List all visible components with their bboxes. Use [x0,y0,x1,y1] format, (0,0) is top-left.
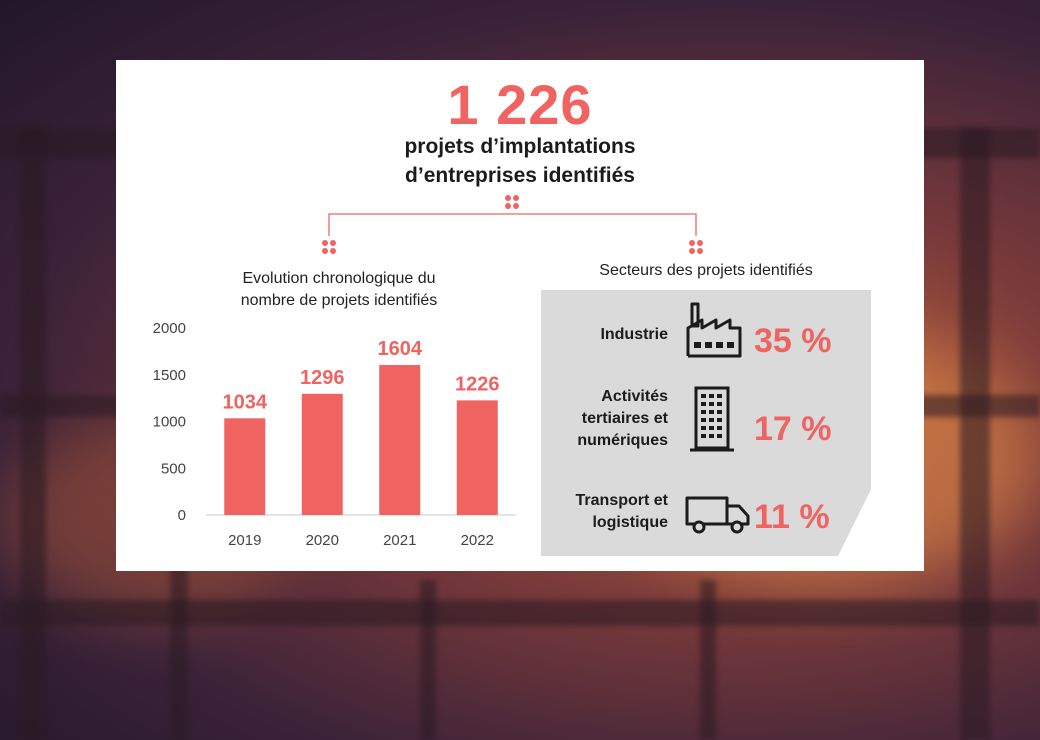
x-tick-label: 2020 [306,532,339,549]
sector-label-line: Activités [601,388,668,405]
x-tick-label: 2021 [383,532,416,549]
truck-icon [685,496,750,534]
sector-label-transport: Transport et logistique [538,490,668,534]
y-tick-label: 2000 [153,320,186,337]
chart-title-line-1: Evolution chronologique du [242,270,436,287]
sectors-panel [541,290,871,556]
sector-label-line: Industrie [600,326,668,343]
bar-data-label: 1296 [300,367,345,389]
sector-label-line: logistique [592,514,668,531]
y-tick-label: 0 [178,507,186,524]
y-tick-label: 1500 [153,367,186,384]
sector-label-tertiaire: Activités tertiaires et numériques [538,386,668,452]
office-building-icon [690,386,734,452]
bar [456,400,498,515]
factory-icon [686,302,742,358]
x-tick-label: 2022 [461,532,494,549]
flower-marker-icon [505,195,519,209]
chart-title: Evolution chronologique du nombre de pro… [204,268,474,312]
chart-title-line-2: nombre de projets identifiés [240,292,438,309]
bar-data-label: 1226 [455,373,500,395]
sector-label-line: tertiaires et [581,410,668,427]
bar-data-label: 1604 [378,338,423,360]
bar [224,418,266,515]
sector-label-line: numériques [577,432,668,449]
subtitle-line-1: projets d’implantations [404,135,636,158]
sector-percent-tertiaire: 17 % [754,410,832,448]
headline-subtitle: projets d’implantations d’entreprises id… [116,132,924,190]
flower-marker-icon [322,240,336,254]
bar-chart: 0 500 1000 1500 2000 1034 2019 1296 2020 1604 2021… [153,320,516,549]
y-tick-label: 500 [161,460,186,477]
sector-percent-transport: 11 % [754,498,830,536]
bar [379,365,421,515]
infographic-card: 1 226 projets d’implantations d’entrepri… [116,60,924,571]
x-tick-label: 2019 [228,532,261,549]
total-projects-number: 1 226 [447,73,593,136]
sector-label-line: Transport et [575,492,668,509]
sectors-title: Secteurs des projets identifiés [599,262,813,279]
flower-marker-icon [689,240,703,254]
bar-data-label: 1034 [223,391,268,413]
connector-bracket [322,195,703,254]
y-tick-label: 1000 [153,414,186,431]
sector-label-industrie: Industrie [538,324,668,346]
subtitle-line-2: d’entreprises identifiés [405,164,635,187]
sector-percent-industrie: 35 % [754,322,832,360]
bar [301,393,343,515]
